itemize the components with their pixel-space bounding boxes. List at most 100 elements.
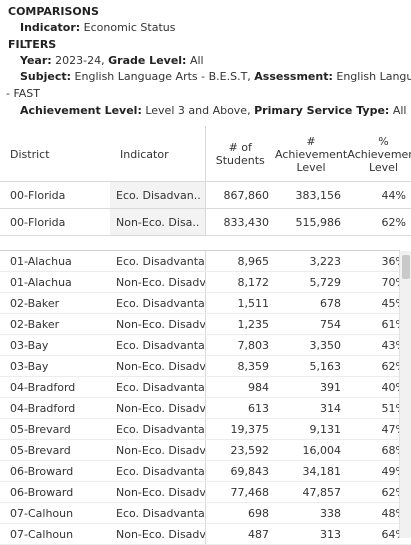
comparisons-heading: COMPARISONS — [8, 5, 99, 18]
cell-students: 613 — [204, 397, 275, 419]
column-students[interactable]: # of Students — [204, 126, 275, 182]
table-row[interactable]: 00-Florida Non-Eco. Disa.. 833,430 515,9… — [0, 208, 411, 236]
cell-indicator: Non-Eco. Disadv.. — [110, 523, 205, 545]
table-row[interactable]: 04-Bradford Non-Eco. Disadv.. 613 314 51% — [0, 397, 411, 419]
column-indicator[interactable]: Indicator — [120, 147, 169, 161]
subject-label: Subject: — [20, 70, 72, 83]
cell-students: 1,511 — [204, 292, 275, 314]
assessment-value-continued: - FAST — [6, 87, 41, 100]
filter-achievement-service: Achievement Level: Level 3 and Above, Pr… — [20, 103, 406, 118]
column-header: District Indicator # of Students # Achie… — [0, 126, 411, 182]
cell-achievement: 338 — [275, 502, 347, 524]
assessment-label: Assessment: — [254, 70, 333, 83]
cell-district: 02-Baker — [0, 292, 110, 314]
ach-header-line1: # — [306, 134, 316, 148]
section-gap — [0, 236, 411, 250]
cell-indicator: Non-Eco. Disadv.. — [110, 271, 205, 293]
cell-students: 23,592 — [204, 439, 275, 461]
column-achievement-percent[interactable]: % Achievement Level — [347, 126, 411, 182]
cell-district: 04-Bradford — [0, 376, 110, 398]
cell-district: 00-Florida — [0, 181, 110, 209]
pct-header-line1: % — [378, 134, 389, 148]
cell-district: 03-Bay — [0, 355, 110, 377]
column-district[interactable]: District — [10, 147, 50, 161]
primary-service-type-label: Primary Service Type: — [254, 104, 390, 117]
cell-achievement: 391 — [275, 376, 347, 398]
cell-district: 06-Broward — [0, 481, 110, 503]
cell-achievement: 9,131 — [275, 418, 347, 440]
cell-achievement: 314 — [275, 397, 347, 419]
cell-students: 1,235 — [204, 313, 275, 335]
table-row[interactable]: 01-Alachua Non-Eco. Disadv.. 8,172 5,729 70% — [0, 271, 411, 293]
subject-value: English Language Arts - B.E.S.T, — [74, 70, 251, 83]
cell-district: 04-Bradford — [0, 397, 110, 419]
cell-achievement: 47,857 — [275, 481, 347, 503]
filter-subject-assessment: Subject: English Language Arts - B.E.S.T… — [20, 69, 411, 84]
cell-achievement: 5,163 — [275, 355, 347, 377]
cell-students: 487 — [204, 523, 275, 545]
pct-header-line3: Level — [368, 160, 399, 174]
ach-header-line2: Achievement — [275, 147, 347, 161]
table-row[interactable]: 01-Alachua Eco. Disadvanta.. 8,965 3,223 36% — [0, 251, 411, 272]
table-row[interactable]: 04-Bradford Eco. Disadvanta.. 984 391 40% — [0, 376, 411, 398]
cell-indicator: Non-Eco. Disadv.. — [110, 397, 205, 419]
table-row[interactable]: 06-Broward Eco. Disadvanta.. 69,843 34,181 4… — [0, 460, 411, 482]
cell-students: 698 — [204, 502, 275, 524]
table-row[interactable]: 06-Broward Non-Eco. Disadv.. 77,468 47,857 6… — [0, 481, 411, 503]
cell-district: 03-Bay — [0, 334, 110, 356]
achievement-level-label: Achievement Level: — [20, 104, 142, 117]
cell-achievement: 16,004 — [275, 439, 347, 461]
grade-value: All — [189, 54, 204, 67]
cell-achievement: 383,156 — [275, 181, 347, 209]
cell-achievement: 34,181 — [275, 460, 347, 482]
cell-indicator: Eco. Disadvanta.. — [110, 418, 205, 440]
table-row[interactable]: 07-Calhoun Non-Eco. Disadv.. 487 313 64% — [0, 523, 411, 545]
ach-header-line3: Level — [296, 160, 326, 174]
cell-indicator: Eco. Disadvanta.. — [110, 292, 205, 314]
cell-district: 02-Baker — [0, 313, 110, 335]
cell-indicator: Eco. Disadvanta.. — [110, 502, 205, 524]
filter-year-grade: Year: 2023-24, Grade Level: All — [20, 53, 204, 68]
column-achievement-count[interactable]: # Achievement Level — [275, 126, 347, 182]
year-label: Year: — [20, 54, 52, 67]
cell-students: 8,359 — [204, 355, 275, 377]
table-row[interactable]: 05-Brevard Eco. Disadvanta.. 19,375 9,131 47… — [0, 418, 411, 440]
cell-percent: 44% — [347, 181, 411, 209]
cell-indicator: Non-Eco. Disadv.. — [110, 313, 205, 335]
table-row[interactable]: 03-Bay Non-Eco. Disadv.. 8,359 5,163 62% — [0, 355, 411, 377]
cell-indicator: Eco. Disadvanta.. — [110, 460, 205, 482]
primary-service-type-value: All — [392, 104, 407, 117]
table-row[interactable]: 00-Florida Eco. Disadvan.. 867,860 383,1… — [0, 181, 411, 209]
scrollbar-thumb[interactable] — [402, 255, 410, 279]
table-row[interactable]: 05-Brevard Non-Eco. Disadv.. 23,592 16,004 6… — [0, 439, 411, 461]
vertical-scrollbar[interactable] — [399, 251, 411, 538]
cell-district: 07-Calhoun — [0, 502, 110, 524]
cell-students: 8,965 — [204, 251, 275, 272]
cell-district: 01-Alachua — [0, 271, 110, 293]
cell-percent: 62% — [347, 208, 411, 236]
students-header-line1: # of — [228, 141, 252, 154]
cell-percent: 49% — [347, 460, 411, 482]
cell-district: 00-Florida — [0, 208, 110, 236]
cell-indicator: Eco. Disadvanta.. — [110, 334, 205, 356]
filters-heading: FILTERS — [8, 38, 57, 51]
table-row[interactable]: 07-Calhoun Eco. Disadvanta.. 698 338 48% — [0, 502, 411, 524]
cell-district: 07-Calhoun — [0, 523, 110, 545]
indicator-label: Indicator: — [20, 21, 81, 34]
table-row[interactable]: 02-Baker Non-Eco. Disadv.. 1,235 754 61% — [0, 313, 411, 335]
cell-students: 984 — [204, 376, 275, 398]
cell-indicator: Non-Eco. Disadv.. — [110, 481, 205, 503]
cell-achievement: 313 — [275, 523, 347, 545]
year-value: 2023-24, — [55, 54, 105, 67]
cell-indicator: Non-Eco. Disadv.. — [110, 355, 205, 377]
cell-achievement: 754 — [275, 313, 347, 335]
cell-students: 77,468 — [204, 481, 275, 503]
cell-indicator: Non-Eco. Disa.. — [110, 208, 205, 236]
cell-students: 19,375 — [204, 418, 275, 440]
table-row[interactable]: 02-Baker Eco. Disadvanta.. 1,511 678 45% — [0, 292, 411, 314]
filter-summary: COMPARISONS Indicator: Economic Status F… — [0, 0, 411, 125]
cell-district: 06-Broward — [0, 460, 110, 482]
table-row[interactable]: 03-Bay Eco. Disadvanta.. 7,803 3,350 43% — [0, 334, 411, 356]
cell-achievement: 3,223 — [275, 251, 347, 272]
cell-district: 05-Brevard — [0, 418, 110, 440]
